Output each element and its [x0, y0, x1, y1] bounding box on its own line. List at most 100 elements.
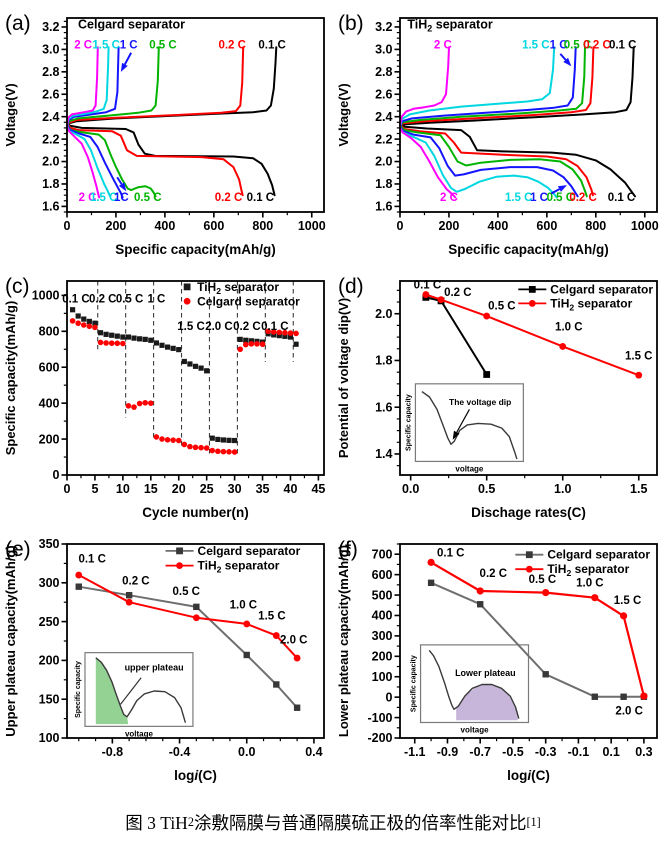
svg-text:0.5 C: 0.5 C [547, 192, 575, 204]
svg-text:2 C: 2 C [79, 192, 97, 204]
svg-text:2.0: 2.0 [375, 307, 392, 321]
svg-text:0.5 C: 0.5 C [116, 294, 144, 306]
svg-text:-200: -200 [367, 731, 392, 745]
svg-text:1 C: 1 C [550, 39, 568, 51]
svg-text:0.1 C: 0.1 C [62, 294, 90, 306]
svg-text:(b): (b) [338, 12, 364, 35]
svg-text:Upper plateau capacity(mAh/g): Upper plateau capacity(mAh/g) [3, 545, 18, 736]
svg-text:1000: 1000 [631, 219, 659, 233]
svg-text:-0.3: -0.3 [535, 745, 557, 759]
svg-text:400: 400 [154, 219, 175, 233]
caption-reference: [1] [526, 814, 541, 829]
svg-text:TiH2 separator: TiH2 separator [550, 296, 632, 312]
svg-text:700: 700 [372, 547, 393, 561]
svg-text:0.2 C: 0.2 C [215, 192, 243, 204]
svg-text:1.5 C: 1.5 C [625, 350, 653, 362]
svg-text:2.0 C: 2.0 C [205, 321, 233, 333]
svg-text:Voltage(V): Voltage(V) [336, 83, 351, 146]
svg-text:0.5 C: 0.5 C [564, 39, 592, 51]
svg-text:2.6: 2.6 [42, 87, 59, 101]
svg-text:40: 40 [284, 482, 298, 496]
svg-text:0: 0 [64, 482, 71, 496]
svg-text:1.5 C: 1.5 C [92, 39, 120, 51]
svg-text:200: 200 [39, 432, 60, 446]
svg-text:1.5 C: 1.5 C [505, 192, 533, 204]
svg-text:200: 200 [439, 219, 460, 233]
svg-text:200: 200 [39, 654, 60, 668]
panel-c-chart: 0 5 10 15 20 25 30 35 40 45 0 200 400 600 800 1000 Cycle… [0, 263, 333, 526]
svg-text:2.8: 2.8 [375, 65, 392, 79]
svg-text:1 C: 1 C [120, 39, 138, 51]
svg-text:(c): (c) [5, 275, 30, 298]
svg-text:0.2 C: 0.2 C [218, 39, 246, 51]
svg-text:voltage: voltage [455, 464, 484, 473]
svg-text:200: 200 [372, 650, 393, 664]
svg-text:35: 35 [256, 482, 270, 496]
svg-text:TiH2 separator: TiH2 separator [197, 280, 279, 296]
svg-text:600: 600 [372, 568, 393, 582]
svg-text:The voltage dip: The voltage dip [449, 397, 511, 407]
svg-text:0.5 C: 0.5 C [149, 39, 177, 51]
svg-text:logi(C): logi(C) [507, 768, 550, 783]
svg-text:TiH2 separator: TiH2 separator [547, 562, 629, 578]
svg-text:150: 150 [39, 692, 60, 706]
svg-text:2.0 C: 2.0 C [615, 706, 643, 718]
svg-text:1C: 1C [114, 192, 129, 204]
svg-text:Celgard separator: Celgard separator [198, 544, 301, 558]
svg-text:350: 350 [39, 537, 60, 551]
svg-text:2 C: 2 C [434, 39, 452, 51]
panel-f-chart: voltage Specific capacity Lower plateau -1.… [333, 526, 666, 789]
svg-text:0.2 C: 0.2 C [122, 575, 150, 587]
svg-text:Specific capacity(mAh/g): Specific capacity(mAh/g) [3, 301, 18, 456]
svg-text:2.2: 2.2 [42, 132, 59, 146]
svg-text:0.1 C: 0.1 C [78, 554, 106, 566]
svg-text:0.1 C: 0.1 C [609, 39, 637, 51]
svg-text:1.5 C: 1.5 C [522, 39, 550, 51]
svg-text:2.0: 2.0 [42, 155, 59, 169]
svg-text:0.2 C: 0.2 C [444, 287, 472, 299]
svg-text:500: 500 [372, 588, 393, 602]
svg-text:1.8: 1.8 [42, 177, 59, 191]
svg-text:-0.1: -0.1 [568, 745, 590, 759]
svg-text:logi(C): logi(C) [174, 768, 217, 783]
svg-text:0.4: 0.4 [305, 745, 322, 759]
svg-text:upper plateau: upper plateau [125, 662, 184, 672]
svg-text:600: 600 [203, 219, 224, 233]
svg-text:2.2: 2.2 [375, 132, 392, 146]
svg-text:Cycle number(n): Cycle number(n) [142, 505, 249, 520]
svg-text:(a): (a) [5, 12, 31, 35]
svg-text:Specific capacity: Specific capacity [405, 394, 412, 451]
panel-e-chart: voltage Specific capacity upper plateau -0.… [0, 526, 333, 789]
svg-text:2.0: 2.0 [375, 155, 392, 169]
svg-text:400: 400 [39, 396, 60, 410]
svg-text:1000: 1000 [32, 289, 60, 303]
svg-text:Celgard separator: Celgard separator [550, 282, 653, 296]
svg-text:0.1 C: 0.1 C [247, 192, 275, 204]
svg-text:200: 200 [106, 219, 127, 233]
svg-text:0.5 C: 0.5 C [173, 586, 201, 598]
svg-text:100: 100 [372, 670, 393, 684]
svg-text:1.0 C: 1.0 C [555, 322, 583, 334]
svg-text:0: 0 [64, 219, 71, 233]
svg-text:0.1 C: 0.1 C [608, 192, 636, 204]
svg-text:25: 25 [200, 482, 214, 496]
svg-text:Lower plateau capacity(mAh/g): Lower plateau capacity(mAh/g) [336, 545, 351, 737]
svg-text:1.5 C: 1.5 C [614, 595, 642, 607]
svg-text:0.2 C: 0.2 C [569, 192, 597, 204]
svg-text:1000: 1000 [298, 219, 326, 233]
svg-text:0.0: 0.0 [402, 482, 419, 496]
svg-text:600: 600 [39, 360, 60, 374]
svg-text:45: 45 [311, 482, 325, 496]
svg-text:0.1 C: 0.1 C [261, 321, 289, 333]
panel-grid: 0 200 400 600 800 1000 1.6 1.8 2.0 2.2 2.4 2.6 2.8 3.… [0, 0, 666, 789]
svg-text:1.6: 1.6 [375, 400, 392, 414]
caption-main: 涂敷隔膜与普通隔膜硫正极的倍率性能对比 [193, 812, 527, 833]
svg-text:0.1 C: 0.1 C [258, 39, 286, 51]
panel-a-chart: 0 200 400 600 800 1000 1.6 1.8 2.0 2.2 2.4 2.6 2.8 3.… [0, 0, 333, 263]
svg-text:1.5 C: 1.5 C [177, 321, 205, 333]
svg-text:0.2 C: 0.2 C [233, 321, 261, 333]
svg-text:300: 300 [39, 576, 60, 590]
svg-text:800: 800 [585, 219, 606, 233]
svg-text:2.4: 2.4 [375, 110, 392, 124]
svg-text:Celgard separator: Celgard separator [197, 294, 300, 308]
